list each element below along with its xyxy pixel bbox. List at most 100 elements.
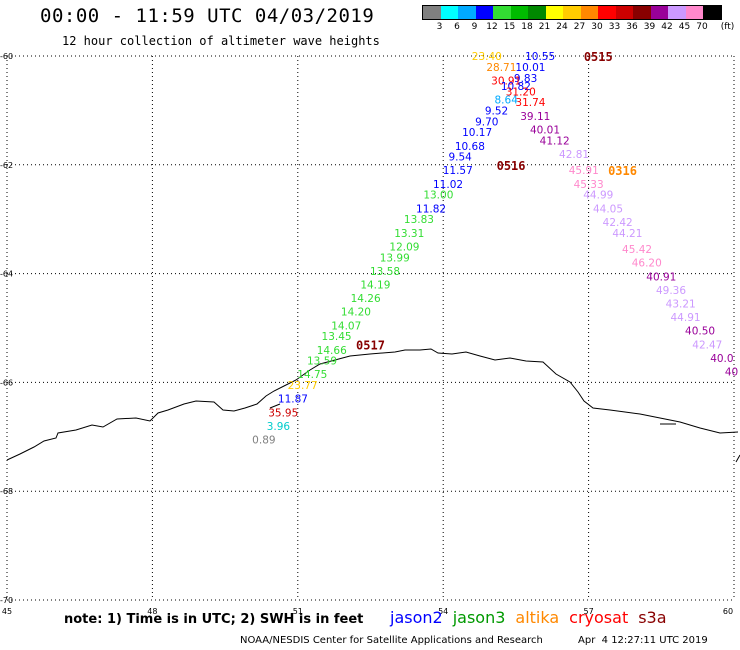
map-title: 00:00 - 11:59 UTC 04/03/2019 (40, 5, 375, 27)
scale-swatch (598, 6, 616, 19)
pass-time-label: 0316 (608, 164, 637, 178)
scale-swatches (422, 5, 722, 20)
latitude-label: -62 (0, 161, 13, 170)
scale-tick-label: 45 (678, 22, 691, 32)
scale-tick-label: 12 (486, 22, 498, 32)
wave-height-value: 3.96 (267, 421, 291, 433)
scale-swatch (475, 6, 493, 19)
scale-tick-label: 70 (696, 22, 708, 32)
wave-height-value: 10.55 (525, 51, 555, 63)
wave-height-value: 43.21 (666, 299, 696, 311)
wave-height-value: 39.11 (520, 111, 550, 123)
wave-height-value: 13.59 (307, 356, 337, 368)
wave-height-value: 40.0 (710, 353, 733, 365)
scale-tick-label: 9 (471, 22, 478, 32)
wave-height-value: 40.91 (646, 271, 676, 283)
wave-height-value: 40.50 (685, 326, 715, 338)
footer-note: note: 1) Time is in UTC; 2) SWH is in fe… (64, 612, 364, 627)
pass-time-label: 0516 (497, 159, 526, 173)
scale-tick-label: 6 (454, 22, 460, 32)
latitude-label: -70 (0, 596, 13, 605)
longitude-label: 57 (584, 607, 594, 616)
wave-height-value: 49.36 (656, 285, 686, 297)
wave-height-value: 13.99 (380, 252, 410, 264)
wave-height-value: 46.20 (632, 258, 662, 270)
wave-height-value: 10.01 (515, 62, 545, 74)
time-labels: 0515 0516 0517 0316 (356, 50, 637, 352)
latitude-label: -60 (0, 52, 13, 61)
wave-height-value: 14.66 (317, 345, 347, 357)
wave-height-value: 13.58 (370, 266, 400, 278)
wave-height-value: 13.00 (423, 190, 453, 202)
scale-swatch (580, 6, 598, 19)
scale-swatch (423, 6, 441, 19)
scale-tick-label: 39 (643, 22, 656, 32)
wave-height-value: 28.71 (486, 62, 516, 74)
generation-timestamp: Apr 4 12:27:11 UTC 2019 (578, 635, 708, 646)
antarctic-coastline (6, 348, 739, 461)
wave-height-value: 23.40 (472, 51, 502, 63)
scale-swatch (545, 6, 563, 19)
scale-swatch (510, 6, 528, 19)
longitude-label: 60 (723, 607, 733, 616)
scale-swatch (668, 6, 686, 19)
latitude-label: -68 (0, 487, 13, 496)
scale-swatch (458, 6, 476, 19)
longitude-label: 51 (293, 607, 303, 616)
satellite-legend-item: jason3 (452, 608, 506, 627)
latitude-label: -66 (0, 378, 13, 387)
wave-height-value: 14.26 (351, 293, 381, 305)
wave-height-value: 8.64 (495, 95, 519, 107)
wave-height-value: 45.91 (569, 165, 599, 177)
wave-height-value: 11.02 (433, 179, 463, 191)
wave-height-value: 9.70 (475, 116, 498, 128)
wave-height-value: 14.75 (297, 369, 327, 381)
wave-height-value: 14.19 (360, 279, 390, 291)
credit-line: NOAA/NESDIS Center for Satellite Applica… (240, 635, 543, 646)
wave-height-value: 13.45 (322, 331, 352, 343)
axis-labels: -60 -62 -64 -66 -68 -70 45 48 51 54 57 60 (0, 52, 733, 616)
scale-swatch (528, 6, 546, 19)
coastline-islands (269, 403, 740, 463)
wave-height-value: 14.07 (331, 320, 361, 332)
wave-height-value: 10.82 (501, 81, 531, 93)
wave-height-value: 44.05 (593, 203, 623, 215)
wave-height-value: 41.12 (540, 135, 570, 147)
map-subtitle: 12 hour collection of altimeter wave hei… (62, 34, 380, 48)
scale-tick-label: 21 (538, 22, 551, 32)
scale-ticks: 3 6 9 12 15 18 21 24 27 30 33 36 39 42 45 70 (ft) (422, 20, 735, 32)
scale-swatch (703, 6, 721, 19)
wave-height-value: 44.99 (583, 190, 613, 202)
satellite-legend-item: altika (515, 608, 560, 627)
plot-border (7, 56, 734, 602)
scale-tick-label: 24 (556, 22, 568, 32)
wave-height-value: 13.83 (404, 214, 434, 226)
scale-tick-label: 30 (591, 22, 603, 32)
scale-tick-label: 15 (503, 22, 516, 32)
wave-height-value: 11.87 (278, 394, 308, 406)
wave-height-value: 9.52 (485, 105, 508, 117)
longitude-label: 54 (438, 607, 448, 616)
longitude-label: 45 (2, 607, 12, 616)
wave-height-color-scale: 3 6 9 12 15 18 21 24 27 30 33 36 39 42 45 70 (ft) (422, 5, 735, 32)
wave-height-value: 11.57 (443, 165, 473, 177)
scale-swatch (633, 6, 651, 19)
latitude-label: -64 (0, 270, 13, 279)
wave-height-value: 42.81 (559, 149, 589, 161)
wave-height-value: 45.42 (622, 244, 652, 256)
scale-unit-label: (ft) (720, 22, 735, 32)
observation-labels: 23.40 10.5510.0128.719.8330.9110.8231.208… (252, 51, 738, 447)
wave-height-value: 14.20 (341, 307, 371, 319)
scale-tick-label: 42 (661, 22, 673, 32)
scale-swatch (615, 6, 633, 19)
pass-time-label: 0517 (356, 338, 385, 352)
pass-time-label: 0515 (584, 50, 613, 64)
scale-tick-label: 3 (436, 22, 443, 32)
scale-swatch (685, 6, 703, 19)
wave-height-value: 40.01 (530, 124, 560, 136)
wave-height-value: 42.47 (692, 339, 722, 351)
wave-height-value: 44.21 (612, 228, 642, 240)
wave-height-value: 11.82 (416, 203, 446, 215)
satellite-legend-item: cryosat (569, 608, 629, 627)
